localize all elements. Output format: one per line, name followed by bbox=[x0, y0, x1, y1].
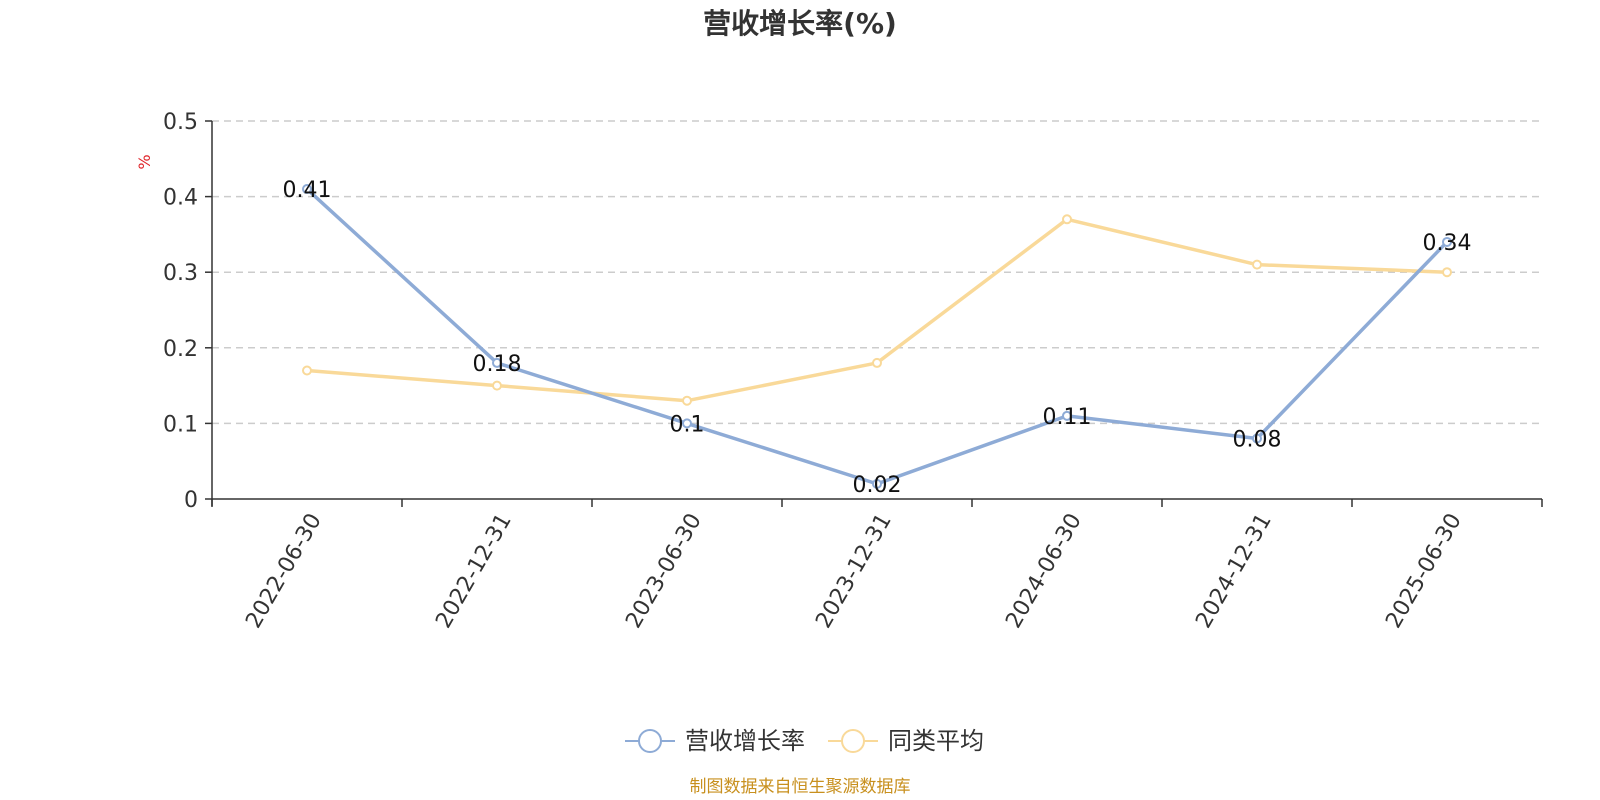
axes: 0 0.1 0.2 0.3 0.4 0.5 2022-06-30 2022-12-31 2023… bbox=[163, 110, 1543, 633]
legend[interactable]: 营收增长率 同类平均 bbox=[625, 727, 984, 755]
data-label: 0.18 bbox=[473, 352, 522, 377]
series-main bbox=[302, 184, 1452, 489]
data-labels: 0.41 0.18 0.1 0.02 0.11 0.08 0.34 bbox=[283, 178, 1472, 498]
data-point[interactable] bbox=[1442, 236, 1452, 247]
data-label: 0.11 bbox=[1043, 405, 1092, 430]
data-point[interactable] bbox=[1252, 259, 1262, 270]
legend-item[interactable]: 营收增长率 bbox=[625, 727, 805, 755]
data-label: 0.1 bbox=[670, 412, 705, 437]
data-label: 0.41 bbox=[283, 178, 332, 203]
y-tick-label: 0.1 bbox=[163, 412, 198, 437]
data-point[interactable] bbox=[302, 365, 312, 376]
legend-label: 同类平均 bbox=[888, 727, 984, 755]
y-tick-label: 0.3 bbox=[163, 261, 198, 286]
y-axis-unit: % bbox=[135, 154, 154, 169]
data-point[interactable] bbox=[1442, 267, 1452, 278]
grid-lines bbox=[212, 120, 1542, 425]
x-tick-label: 2023-06-30 bbox=[621, 509, 707, 632]
data-point[interactable] bbox=[492, 357, 502, 368]
data-label: 0.08 bbox=[1233, 428, 1282, 453]
data-point[interactable] bbox=[492, 380, 502, 391]
legend-item[interactable]: 同类平均 bbox=[828, 727, 984, 755]
chart-title: 营收增长率(%) bbox=[703, 7, 897, 40]
x-tick-label: 2022-06-30 bbox=[241, 509, 327, 632]
data-point[interactable] bbox=[302, 184, 312, 195]
y-tick-label: 0 bbox=[184, 488, 198, 513]
x-tick-label: 2022-12-31 bbox=[431, 509, 517, 632]
series-average bbox=[302, 214, 1452, 406]
x-tick-label: 2023-12-31 bbox=[811, 509, 897, 632]
data-label: 0.34 bbox=[1423, 231, 1472, 256]
series-layer bbox=[302, 184, 1452, 489]
x-tick-label: 2024-06-30 bbox=[1001, 509, 1087, 632]
source-note: 制图数据来自恒生聚源数据库 bbox=[690, 777, 911, 797]
data-point[interactable] bbox=[1062, 214, 1072, 225]
y-tick-label: 0.2 bbox=[163, 337, 198, 362]
x-tick-label: 2025-06-30 bbox=[1381, 509, 1467, 632]
data-point[interactable] bbox=[1252, 433, 1262, 444]
y-tick-label: 0.4 bbox=[163, 186, 198, 211]
data-point[interactable] bbox=[1062, 410, 1072, 421]
data-label: 0.02 bbox=[853, 473, 902, 498]
x-tick-label: 2024-12-31 bbox=[1191, 509, 1277, 632]
data-point[interactable] bbox=[872, 357, 882, 368]
data-point[interactable] bbox=[682, 395, 692, 406]
legend-marker bbox=[841, 729, 865, 753]
legend-label: 营收增长率 bbox=[685, 727, 805, 755]
y-tick-label: 0.5 bbox=[163, 110, 198, 135]
legend-marker bbox=[638, 729, 662, 753]
data-point[interactable] bbox=[682, 418, 692, 429]
data-point[interactable] bbox=[872, 478, 882, 489]
